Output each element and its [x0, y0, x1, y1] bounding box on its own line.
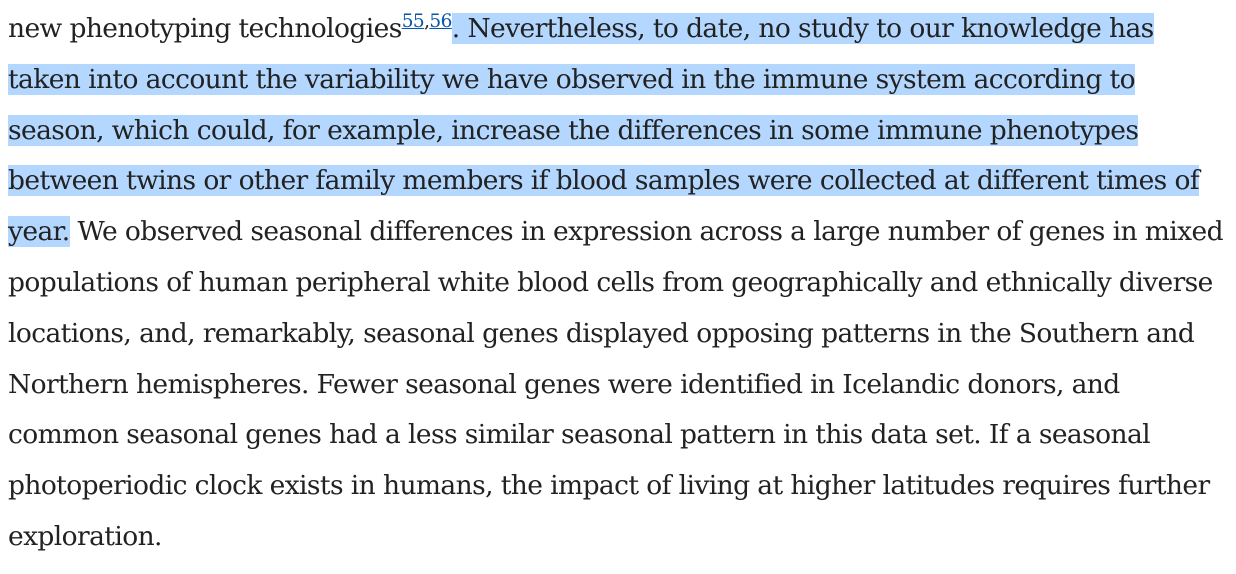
paragraph-text-after-selection[interactable]: We observed seasonal differences in expr…	[8, 216, 1224, 552]
selected-text-highlight[interactable]: . Nevertheless, to date, no study to our…	[8, 13, 1200, 248]
citation-separator: ,	[424, 11, 430, 33]
citation-link-56[interactable]: 56	[429, 11, 452, 33]
paragraph-text-before-citation: new phenotyping technologies	[8, 13, 402, 44]
article-paragraph: new phenotyping technologies55,56. Never…	[8, 4, 1224, 563]
citation-link-55[interactable]: 55	[401, 11, 425, 33]
